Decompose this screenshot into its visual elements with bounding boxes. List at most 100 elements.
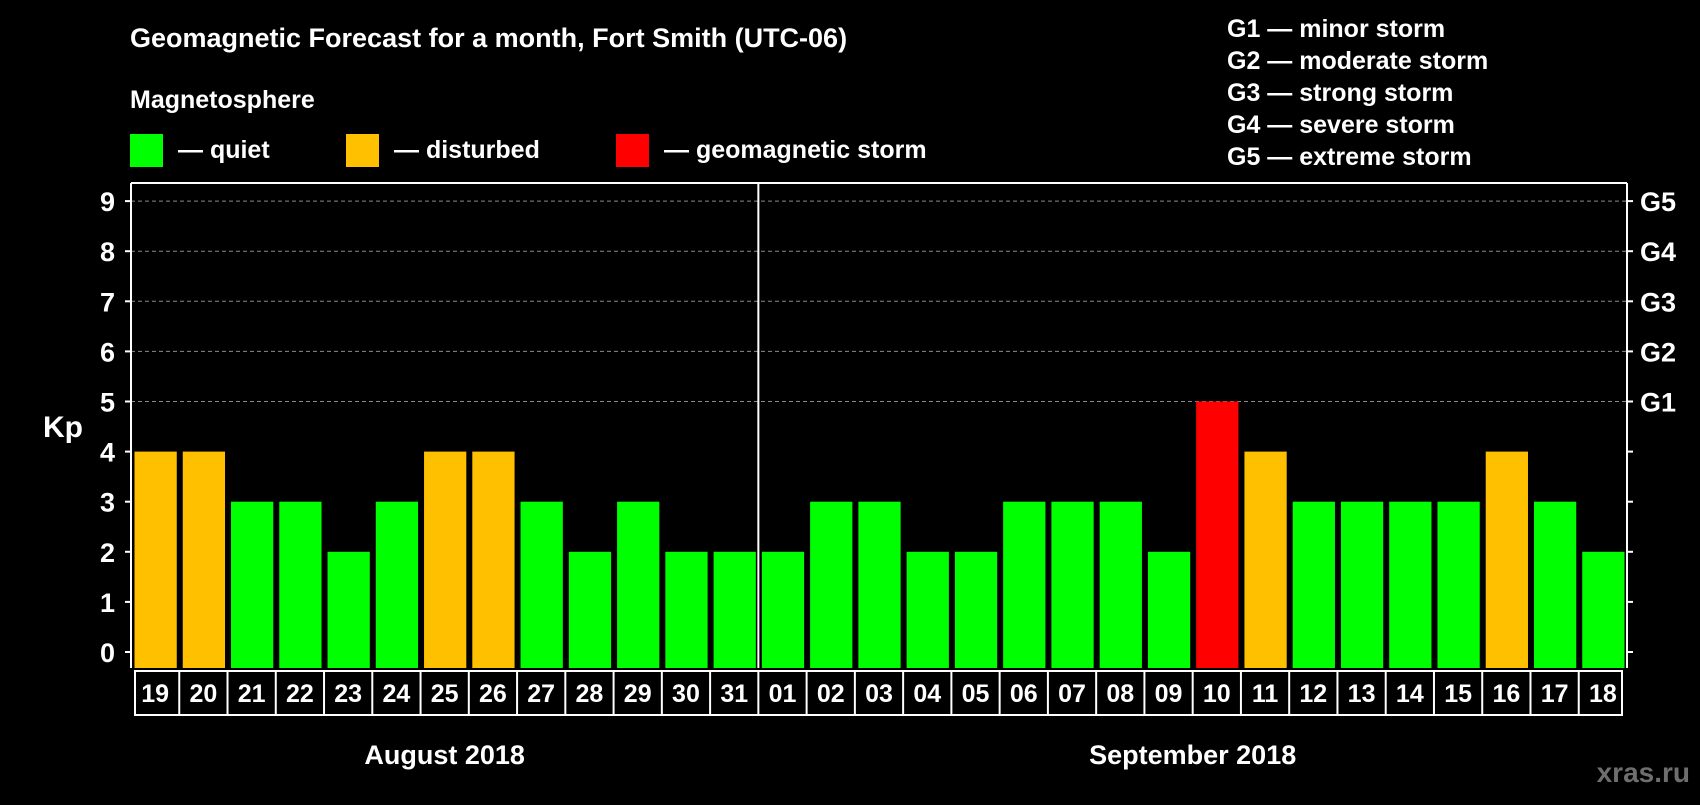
right-axis-label-g5: G5 [1640, 187, 1676, 217]
x-tick-label-07: 07 [1058, 680, 1086, 708]
bar-18 [1582, 551, 1625, 668]
x-tick-label-17: 17 [1541, 680, 1569, 708]
bar-19 [134, 451, 177, 668]
bar-03 [858, 501, 901, 668]
y-tick-label-0: 0 [100, 638, 115, 668]
bar-31 [713, 551, 756, 668]
bar-05 [954, 551, 998, 668]
x-tick-label-13: 13 [1348, 680, 1376, 708]
bar-26 [472, 451, 515, 668]
x-tick-label-10: 10 [1203, 680, 1231, 708]
x-tick-label-29: 29 [624, 680, 652, 708]
legend-swatch-storm [616, 134, 649, 167]
y-axis: 0 1 2 3 4 5 6 7 8 9 [100, 187, 131, 668]
bar-14 [1389, 501, 1432, 668]
right-axis: G1 G2 G3 G4 G5 [1627, 187, 1676, 653]
legend-label-disturbed: — disturbed [394, 136, 540, 164]
chart-title: Geomagnetic Forecast for a month, Fort S… [130, 23, 847, 53]
x-tick-label-28: 28 [576, 680, 604, 708]
legend-label-storm: — geomagnetic storm [664, 136, 927, 164]
bar-15 [1437, 501, 1480, 668]
right-axis-label-g4: G4 [1640, 237, 1676, 267]
y-tick-label-3: 3 [100, 488, 115, 518]
bar-11 [1244, 451, 1287, 668]
bar-04 [906, 551, 949, 668]
bar-13 [1340, 501, 1384, 668]
watermark: xras.ru [1597, 757, 1690, 788]
bar-16 [1485, 451, 1528, 668]
month-label-0: August 2018 [364, 740, 525, 770]
y-tick-label-2: 2 [100, 538, 115, 568]
legend-label-quiet: — quiet [178, 136, 270, 164]
bar-09 [1147, 551, 1191, 668]
bar-22 [279, 501, 322, 668]
x-tick-label-01: 01 [769, 680, 797, 708]
x-tick-label-16: 16 [1492, 680, 1520, 708]
bar-30 [665, 551, 708, 668]
x-tick-label-08: 08 [1106, 680, 1134, 708]
x-tick-label-21: 21 [238, 680, 266, 708]
grid-lines [131, 200, 1627, 402]
x-tick-label-22: 22 [286, 680, 314, 708]
y-tick-label-1: 1 [100, 588, 115, 618]
storm-scale-g5: G5 — extreme storm [1227, 143, 1472, 171]
x-tick-label-23: 23 [334, 680, 362, 708]
bar-07 [1051, 501, 1094, 668]
legend-swatch-quiet [130, 134, 163, 167]
day-label-box [134, 670, 1623, 716]
storm-scale-g1: G1 — minor storm [1227, 15, 1445, 43]
bar-24 [375, 501, 419, 668]
storm-scale-g4: G4 — severe storm [1227, 111, 1455, 139]
month-labels: August 2018 September 2018 [364, 740, 1296, 770]
x-tick-label-19: 19 [141, 680, 169, 708]
x-tick-label-03: 03 [865, 680, 893, 708]
x-tick-label-15: 15 [1444, 680, 1472, 708]
bar-27 [520, 501, 563, 668]
legend-title: Magnetosphere [130, 86, 315, 114]
bar-12 [1292, 501, 1335, 668]
x-tick-label-04: 04 [913, 680, 941, 708]
bar-01 [761, 551, 805, 668]
month-label-1: September 2018 [1089, 740, 1296, 770]
bar-29 [617, 501, 660, 668]
x-tick-label-06: 06 [1010, 680, 1038, 708]
bar-25 [424, 451, 467, 668]
plot-frame [130, 182, 1628, 668]
x-tick-label-12: 12 [1299, 680, 1327, 708]
y-tick-label-5: 5 [100, 388, 115, 418]
bar-02 [810, 501, 853, 668]
bar-08 [1099, 501, 1142, 668]
storm-scale-g3: G3 — strong storm [1227, 79, 1453, 107]
bar-28 [568, 551, 612, 668]
right-axis-label-g3: G3 [1640, 287, 1676, 317]
bar-23 [327, 551, 370, 668]
right-axis-label-g1: G1 [1640, 388, 1676, 418]
legend-swatch-disturbed [346, 134, 379, 167]
y-axis-label: Kp [43, 411, 83, 444]
x-tick-label-05: 05 [962, 680, 990, 708]
bars [134, 401, 1625, 668]
x-tick-label-14: 14 [1396, 680, 1424, 708]
x-tick-label-11: 11 [1252, 680, 1279, 708]
x-tick-label-09: 09 [1155, 680, 1183, 708]
storm-scale-g2: G2 — moderate storm [1227, 47, 1488, 75]
bar-21 [231, 501, 274, 668]
bar-20 [182, 451, 226, 668]
x-tick-label-27: 27 [527, 680, 555, 708]
x-tick-label-31: 31 [720, 680, 748, 708]
y-tick-label-8: 8 [100, 237, 115, 267]
x-tick-label-18: 18 [1589, 680, 1617, 708]
x-tick-label-24: 24 [383, 680, 411, 708]
y-tick-label-4: 4 [100, 438, 115, 468]
x-tick-label-20: 20 [189, 680, 217, 708]
x-tick-label-26: 26 [479, 680, 507, 708]
y-tick-label-6: 6 [100, 337, 115, 367]
right-axis-label-g2: G2 [1640, 337, 1676, 367]
x-tick-label-02: 02 [817, 680, 845, 708]
x-axis: 19 20 21 22 23 24 25 26 27 28 29 30 31 01 02 03 04 05 06 07… [134, 670, 1623, 716]
y-tick-label-9: 9 [100, 187, 115, 217]
bar-10 [1196, 401, 1239, 668]
x-tick-label-30: 30 [672, 680, 700, 708]
